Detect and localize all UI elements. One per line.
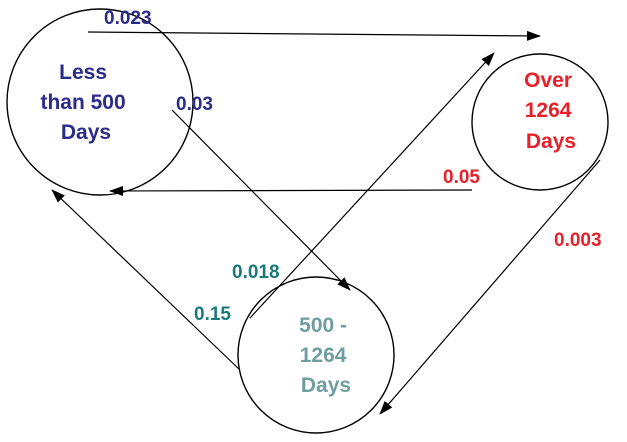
node-over-1264-circle	[471, 53, 609, 191]
node-over-1264-label: Over 1264 Days	[524, 69, 578, 153]
node-less-than-500-label: Less than 500 Days	[40, 61, 131, 144]
edge-less-to-over	[87, 30, 541, 41]
node-500-1264-circle	[237, 276, 395, 434]
edge-over-to-mid-label: 0.003	[554, 230, 602, 251]
edge-over-to-mid	[379, 159, 601, 415]
edge-less-to-mid	[171, 109, 351, 291]
node-less-than-500-circle	[6, 8, 194, 196]
edge-less-to-mid-label: 0.03	[176, 94, 213, 115]
edge-mid-to-over	[249, 52, 495, 319]
edge-mid-to-over-label: 0.018	[232, 262, 280, 283]
edge-over-to-less-label: 0.05	[443, 167, 480, 188]
edge-less-to-over-label: 0.023	[104, 8, 152, 29]
edge-mid-to-less	[51, 189, 241, 371]
edge-over-to-less	[109, 185, 473, 196]
edge-mid-to-less-label: 0.15	[194, 304, 231, 325]
node-500-1264-label: 500 - 1264 Days	[299, 314, 353, 397]
